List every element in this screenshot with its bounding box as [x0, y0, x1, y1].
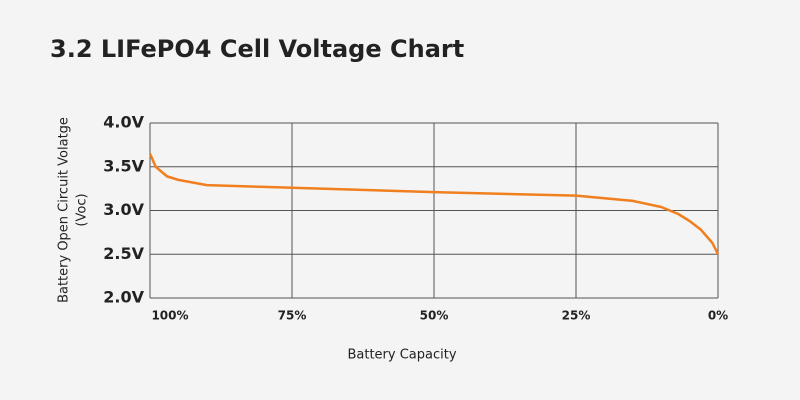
x-tick-label: 100% — [151, 309, 188, 323]
y-tick-label: 3.0V — [103, 200, 144, 219]
y-tick-label: 2.0V — [103, 288, 144, 307]
y-tick-label: 2.5V — [103, 244, 144, 263]
y-tick-label: 4.0V — [103, 113, 144, 132]
x-tick-label: 25% — [562, 309, 591, 323]
x-tick-label: 50% — [420, 309, 449, 323]
x-tick-label: 75% — [278, 309, 307, 323]
y-axis-label: Battery Open Circuit Volatge — [57, 117, 72, 303]
chart-title: 3.2 LIFePO4 Cell Voltage Chart — [50, 35, 464, 63]
data-line — [148, 153, 720, 255]
x-axis-label: Battery Capacity — [347, 348, 456, 363]
y-tick-label: 3.5V — [103, 156, 144, 175]
y-axis-label: (Voc) — [75, 193, 90, 226]
x-tick-label: 0% — [708, 309, 728, 323]
